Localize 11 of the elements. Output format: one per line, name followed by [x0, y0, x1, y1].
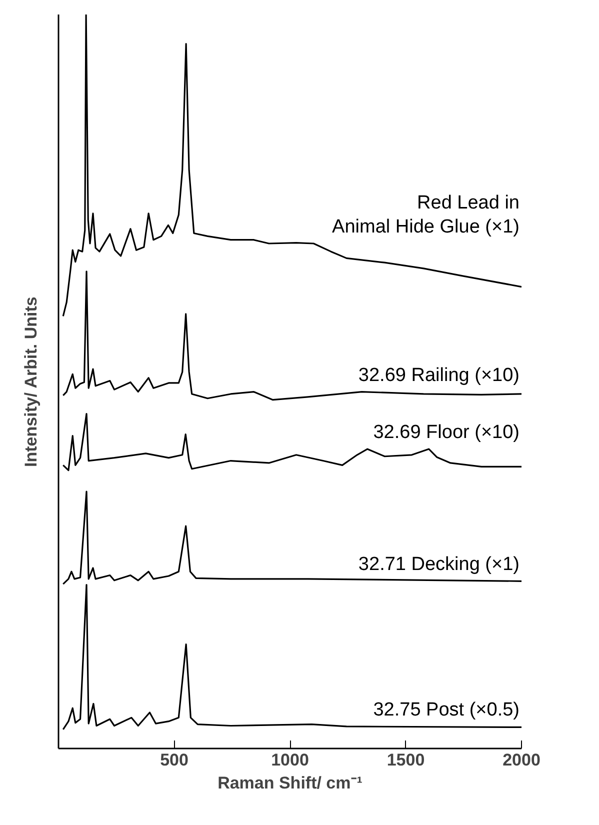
x-tick-label: 1000	[271, 750, 309, 770]
y-axis-title: Intensity/ Arbit. Units	[22, 296, 40, 467]
x-tick-label: 2000	[502, 750, 540, 770]
series-label: 32.75 Post (×0.5)	[373, 699, 520, 720]
x-tick-label: 500	[160, 750, 188, 770]
x-axis-title: Raman Shift/ cm⁻¹	[218, 774, 363, 792]
series-label: 32.71 Decking (×1)	[358, 554, 520, 576]
series-label: 32.69 Railing (×10)	[358, 364, 520, 386]
x-tick-label: 1500	[386, 750, 425, 770]
series-label: 32.69 Floor (×10)	[373, 422, 520, 444]
series-label: Red Lead in Animal Hide Glue (×1)	[332, 192, 520, 238]
